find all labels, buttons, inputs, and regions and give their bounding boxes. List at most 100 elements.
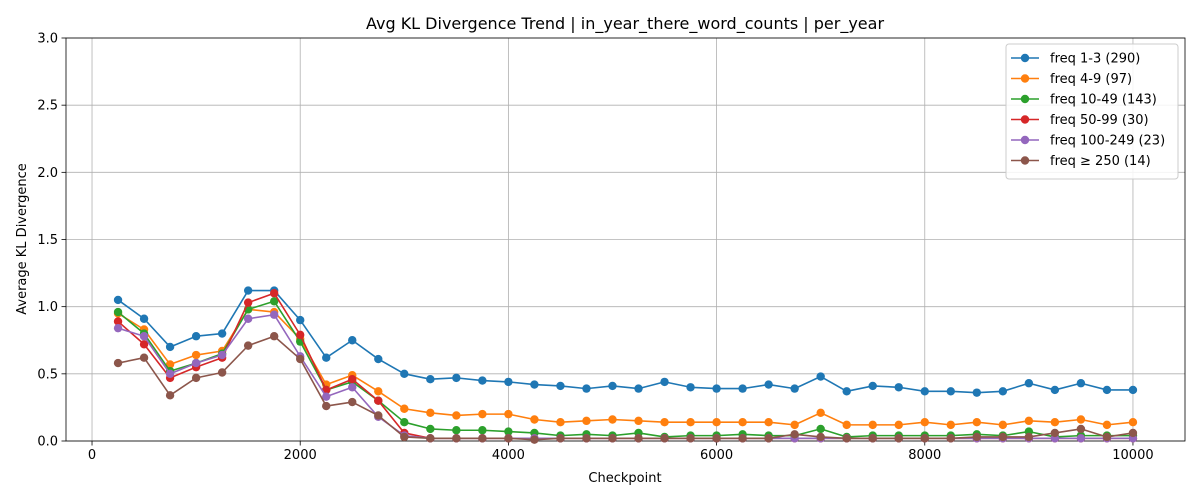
series-0-point-7	[296, 315, 305, 325]
series-line-0	[117, 289, 1133, 394]
legend: freq 1-3 (290) freq 4-9 (97) freq 10-49 (1…	[1005, 43, 1179, 180]
chart-title: Avg KL Divergence Trend | in_year_there_…	[366, 14, 884, 34]
x-tick-label-4: 8000	[908, 448, 941, 463]
series-0-point-5	[243, 286, 253, 295]
series-5-point-19	[608, 434, 617, 443]
series-5-point-32	[946, 434, 955, 443]
series-1-point-36	[1050, 417, 1060, 427]
series-5-point-27	[816, 432, 825, 442]
series-0-point-30	[894, 383, 903, 392]
series-5-point-2	[165, 391, 175, 400]
series-0-point-23	[712, 384, 721, 393]
y-tick-label-4: 2.0	[37, 166, 58, 181]
series-3-point-9	[348, 375, 357, 384]
series-0-point-1	[139, 314, 149, 323]
series-0-point-19	[608, 381, 617, 391]
series-5-point-6	[269, 332, 279, 341]
series-line-2	[117, 300, 1133, 438]
series-5-point-33	[972, 432, 982, 442]
series-1-point-22	[686, 417, 695, 427]
x-tick-label-2: 4000	[492, 448, 525, 463]
series-2-point-14	[478, 426, 487, 435]
series-0-point-16	[530, 380, 539, 389]
series-2-point-0	[113, 307, 123, 317]
series-1-point-34	[998, 420, 1008, 430]
series-0-point-9	[348, 336, 357, 345]
series-0-point-18	[582, 384, 591, 393]
series-1-point-29	[868, 420, 877, 430]
series-5-point-39	[1128, 428, 1138, 438]
series-2-point-12	[426, 424, 435, 434]
series-0-point-38	[1102, 385, 1112, 395]
series-0-point-26	[790, 384, 799, 393]
series-0-point-20	[634, 384, 643, 393]
series-4-point-2	[165, 369, 175, 379]
series-1-point-13	[452, 411, 461, 420]
series-0-point-22	[686, 383, 695, 392]
series-4-point-1	[139, 332, 149, 341]
series-2-point-6	[269, 297, 279, 306]
series-3-point-1	[139, 340, 149, 349]
series-1-point-3	[191, 350, 201, 360]
series-0-point-11	[400, 369, 409, 379]
series-0-point-13	[452, 373, 461, 383]
series-5-point-4	[217, 368, 227, 377]
series-0-point-36	[1050, 385, 1060, 395]
series-5-point-1	[139, 353, 149, 362]
series-5-point-38	[1102, 432, 1112, 442]
series-1-point-23	[712, 417, 721, 427]
legend-marker-4	[1020, 135, 1030, 145]
x-tick-label-5: 10000	[1112, 448, 1153, 463]
series-4-point-6	[269, 310, 279, 319]
series-1-point-21	[660, 417, 669, 427]
series-1-point-16	[530, 415, 539, 424]
series-1-point-14	[478, 409, 487, 419]
series-1-point-32	[946, 420, 955, 430]
series-4-point-3	[191, 358, 201, 368]
series-5-point-16	[530, 435, 539, 444]
series-3-point-0	[113, 317, 123, 326]
series-5-point-31	[920, 434, 929, 443]
series-5-point-15	[504, 434, 513, 443]
series-5-point-25	[764, 434, 773, 443]
series-1-point-31	[920, 417, 929, 427]
x-axis-title: Checkpoint	[588, 471, 661, 486]
series-1-point-37	[1076, 415, 1086, 424]
series-2-point-13	[452, 426, 461, 435]
series-1-point-11	[400, 404, 409, 413]
series-5-point-11	[400, 432, 409, 442]
series-4-point-5	[243, 314, 253, 323]
series-1-point-35	[1024, 416, 1034, 426]
series-5-point-30	[894, 434, 903, 443]
series-1-point-24	[738, 417, 747, 427]
y-tick-label-3: 1.5	[37, 233, 58, 248]
series-5-point-20	[634, 434, 643, 443]
series-5-point-3	[191, 373, 201, 383]
series-5	[113, 332, 1138, 444]
series-5-point-24	[738, 434, 747, 443]
series-5-point-8	[322, 401, 331, 411]
legend-marker-2	[1020, 94, 1030, 104]
series-4-point-4	[217, 350, 227, 360]
series-3-point-7	[296, 330, 305, 340]
series-1-point-26	[790, 420, 799, 430]
series-0-point-28	[842, 387, 851, 396]
series-line-1	[117, 308, 1134, 426]
series-5-point-18	[582, 434, 591, 443]
series-0-point-24	[738, 384, 747, 393]
series-1-point-28	[842, 420, 851, 430]
series-5-point-26	[790, 430, 799, 439]
series-2-point-11	[400, 417, 409, 427]
series-5-point-23	[712, 434, 721, 443]
series-5-point-5	[243, 341, 253, 350]
series-1-point-33	[972, 417, 982, 427]
x-tick-label-1: 2000	[284, 448, 317, 463]
series-1-point-12	[426, 408, 435, 417]
series-0-point-37	[1076, 379, 1086, 388]
series-4-point-9	[348, 383, 357, 392]
legend-label-5: freq ≥ 250 (14)	[1050, 154, 1151, 169]
series-0-point-12	[426, 375, 435, 384]
x-tick-label-3: 6000	[700, 448, 733, 463]
series-5-point-28	[842, 434, 851, 443]
